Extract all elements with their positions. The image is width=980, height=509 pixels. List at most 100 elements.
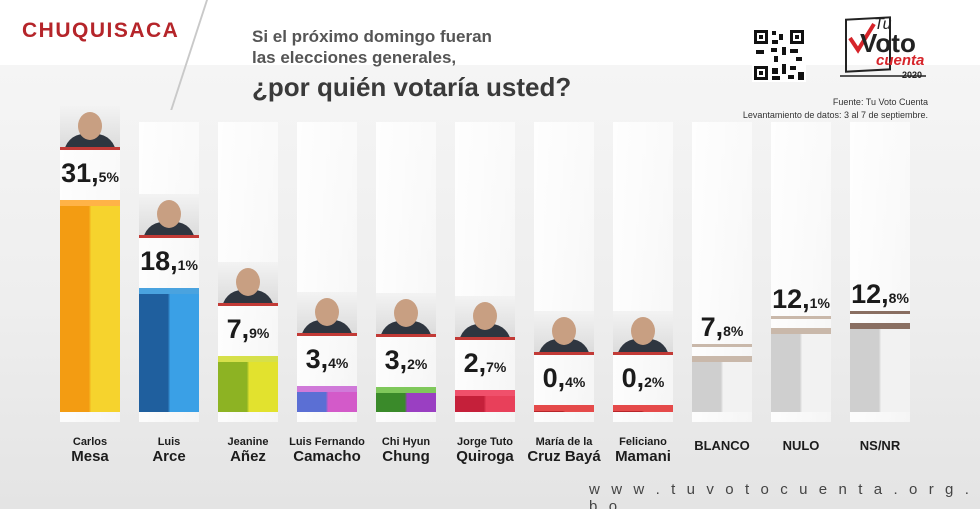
column-background — [455, 122, 515, 422]
candidate-photo — [218, 261, 278, 306]
candidate-photo — [297, 291, 357, 336]
category-label: Luis Fernando Camacho — [282, 436, 372, 465]
column-background — [534, 122, 594, 422]
category-label-line2: NULO — [782, 438, 820, 453]
value-label: 0,2% — [603, 363, 683, 394]
bar-mesa — [60, 204, 120, 412]
category-label-line1: Chi Hyun — [381, 436, 431, 448]
bar-cap — [376, 386, 436, 393]
value-integer: 3, — [305, 343, 329, 374]
source-text: Fuente: Tu Voto Cuenta — [832, 97, 928, 107]
category-label-line2: Añez — [230, 448, 266, 465]
bar-cap — [60, 200, 120, 206]
value-label: 0,4% — [524, 363, 604, 394]
value-decimal: 8% — [888, 290, 909, 307]
category-label: Luis Arce — [124, 436, 214, 465]
candidate-photo — [534, 311, 594, 355]
bar-ns-nr — [850, 327, 910, 412]
bar-camacho — [297, 389, 357, 412]
region-title: CHUQUISACA — [22, 19, 180, 42]
value-integer: 0, — [542, 363, 566, 393]
value-integer: 31, — [61, 158, 99, 188]
photo-head-shape — [78, 112, 102, 140]
photo-body-shape — [143, 222, 195, 236]
value-decimal: 7% — [486, 359, 507, 376]
bar-nulo — [771, 332, 831, 412]
value-decimal: 5% — [98, 169, 119, 185]
column-background — [376, 122, 436, 422]
header-band — [0, 0, 980, 65]
survey-dates-text: Levantamiento de datos: 3 al 7 de septie… — [742, 110, 928, 120]
bar-cap — [534, 405, 594, 411]
value-integer: 7, — [226, 313, 250, 344]
value-label: 7,8% — [682, 312, 762, 343]
bar-blanco — [692, 360, 752, 412]
category-label-line2: Camacho — [293, 448, 361, 465]
bar-chung — [376, 390, 436, 412]
bar-arce — [139, 292, 199, 412]
photo-body-shape — [380, 320, 432, 334]
value-integer: 0, — [621, 363, 645, 393]
category-label: BLANCO — [677, 436, 767, 453]
category-label: NS/NR — [835, 436, 925, 453]
candidate-photo — [139, 194, 199, 239]
value-label: 3,4% — [287, 344, 367, 375]
logo-text-voto: Voto — [860, 28, 916, 58]
candidate-photo — [60, 106, 120, 150]
value-label: 18,1% — [129, 246, 209, 277]
value-decimal: 4% — [565, 374, 586, 390]
category-label-line2: Quiroga — [456, 448, 514, 465]
value-label: 7,9% — [208, 314, 288, 345]
photo-head-shape — [315, 297, 339, 326]
value-decimal: 2% — [407, 355, 428, 372]
photo-body-shape — [538, 339, 590, 352]
value-decimal: 1% — [809, 295, 830, 312]
tu-voto-cuenta-logo: Tu Voto cuenta 2020 — [840, 16, 930, 82]
question-main: ¿por quién votaría usted? — [252, 72, 572, 102]
bar-cap — [692, 356, 752, 363]
category-label-line2: Arce — [152, 448, 186, 465]
value-decimal: 1% — [177, 257, 198, 274]
value-integer: 3, — [384, 344, 408, 375]
bar-a-ez — [218, 359, 278, 412]
value-label: 2,7% — [445, 348, 525, 379]
photo-body-shape — [222, 289, 274, 303]
bar-top-rule — [771, 316, 831, 320]
photo-body-shape — [617, 339, 669, 352]
photo-body-shape — [64, 134, 116, 147]
question-line-1: Si el próximo domingo fueran — [252, 27, 492, 46]
category-label-line1: Luis Fernando — [289, 436, 365, 448]
category-label-line1: Feliciano — [619, 436, 667, 448]
bar-top-rule — [692, 344, 752, 348]
category-label: Carlos Mesa — [45, 436, 135, 465]
logo-year: 2020 — [902, 70, 923, 80]
photo-body-shape — [301, 319, 353, 333]
candidate-photo — [455, 296, 515, 341]
column-background — [613, 122, 673, 422]
footer-url[interactable]: w w w . t u v o t o c u e n t a . o r g … — [589, 481, 973, 509]
photo-head-shape — [157, 200, 181, 229]
value-decimal: 2% — [644, 374, 665, 390]
category-label-line1: Jeanine — [227, 436, 269, 448]
photo-head-shape — [631, 317, 655, 345]
qr-code — [752, 28, 806, 82]
logo-text-cuenta: cuenta — [876, 52, 925, 69]
value-label: 31,5% — [50, 158, 130, 189]
photo-body-shape — [459, 324, 511, 338]
category-label: Chi Hyun Chung — [361, 436, 451, 465]
value-label: 12,1% — [761, 284, 841, 315]
photo-head-shape — [552, 317, 576, 345]
value-decimal: 9% — [249, 324, 270, 341]
bar-quiroga — [455, 394, 515, 412]
category-label: Jeanine Añez — [203, 436, 293, 465]
question-line-2: las elecciones generales, — [252, 48, 457, 67]
value-integer: 18, — [140, 246, 178, 277]
value-integer: 7, — [700, 312, 724, 343]
category-label-line2: Mamani — [615, 448, 671, 465]
value-decimal: 8% — [723, 323, 744, 340]
value-label: 3,2% — [366, 345, 446, 376]
photo-head-shape — [394, 298, 418, 327]
category-label-line2: Chung — [382, 448, 430, 465]
category-label-line2: Mesa — [71, 448, 109, 465]
